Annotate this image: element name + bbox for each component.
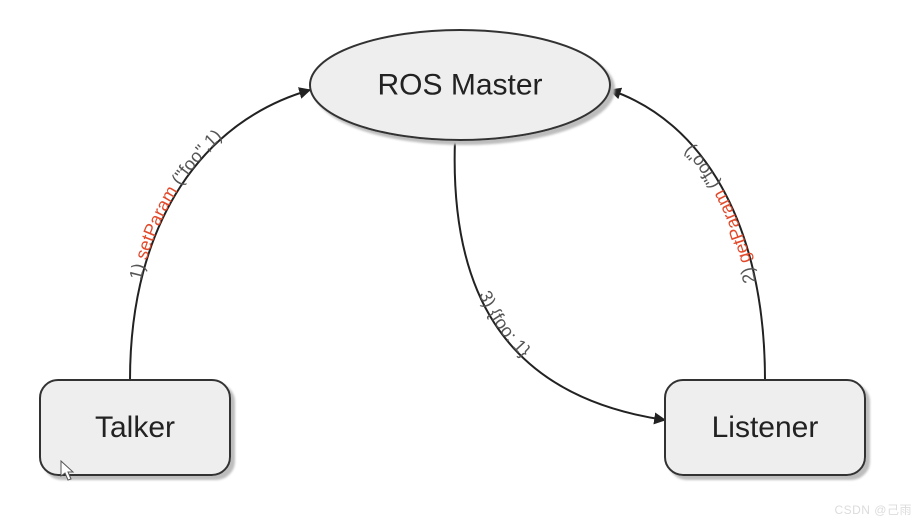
node-talker: Talker [40,380,230,475]
node-listener: Listener [665,380,865,475]
watermark-text: CSDN @己雨 [834,501,912,518]
edge-e3 [455,140,665,420]
node-master: ROS Master [310,30,610,140]
edge-label-e3: 3) {foo: 1} [475,287,534,360]
node-label-master: ROS Master [377,69,542,102]
edge-labels-group: 1) setParam ("foo",1) 2) getParam ("foo")… [125,125,759,360]
edge-label-e1: 1) setParam ("foo",1) [125,125,225,281]
edge-label-e2: 2) getParam ("foo") [679,141,760,285]
ros-param-diagram: ROS Master Talker Listener 1) setParam ("f… [0,0,920,522]
node-label-talker: Talker [95,411,175,444]
node-label-listener: Listener [712,411,819,444]
